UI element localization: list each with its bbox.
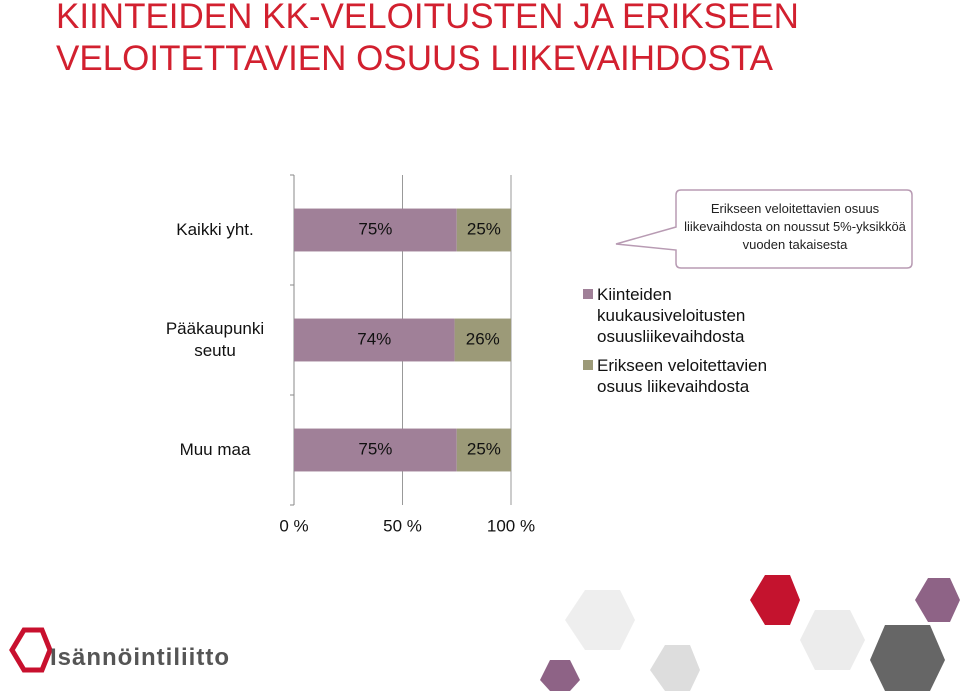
data-label: 26% [466, 329, 500, 348]
legend-swatch [583, 289, 593, 299]
bar-segment [294, 428, 457, 472]
data-label: 25% [467, 439, 501, 458]
bar-segment [294, 318, 455, 362]
data-label: 75% [358, 439, 392, 458]
data-label: 25% [467, 219, 501, 238]
x-tick-label: 50 % [383, 516, 422, 535]
annotation: Erikseen veloitettavien osuus liikevaihd… [684, 201, 906, 252]
y-tick-label: Pääkaupunki seutu [165, 319, 265, 360]
legend-label: Erikseen veloitettavien osuus liikevaihd… [597, 356, 768, 396]
data-label: 74% [357, 329, 391, 348]
logo: Isännöintiliitto [50, 644, 230, 671]
bar-segment [456, 428, 511, 472]
y-tick-label: Kaikki yht. [176, 220, 254, 239]
bar-segment [294, 208, 457, 252]
x-tick-label: 100 % [487, 516, 535, 535]
legend-swatch [583, 360, 593, 370]
chart-title: KIINTEIDEN KK-VELOITUSTEN JA ERIKSEEN VE… [56, 0, 799, 78]
legend-label: Kiinteiden kuukausiveloitusten osuusliik… [597, 285, 746, 346]
data-label: 75% [358, 219, 392, 238]
decor [9, 575, 960, 691]
y-tick-label: Muu maa [179, 440, 251, 459]
bar-segment [454, 318, 511, 362]
callout [615, 189, 913, 269]
bar-segment [456, 208, 511, 252]
x-tick-label: 0 % [279, 516, 308, 535]
